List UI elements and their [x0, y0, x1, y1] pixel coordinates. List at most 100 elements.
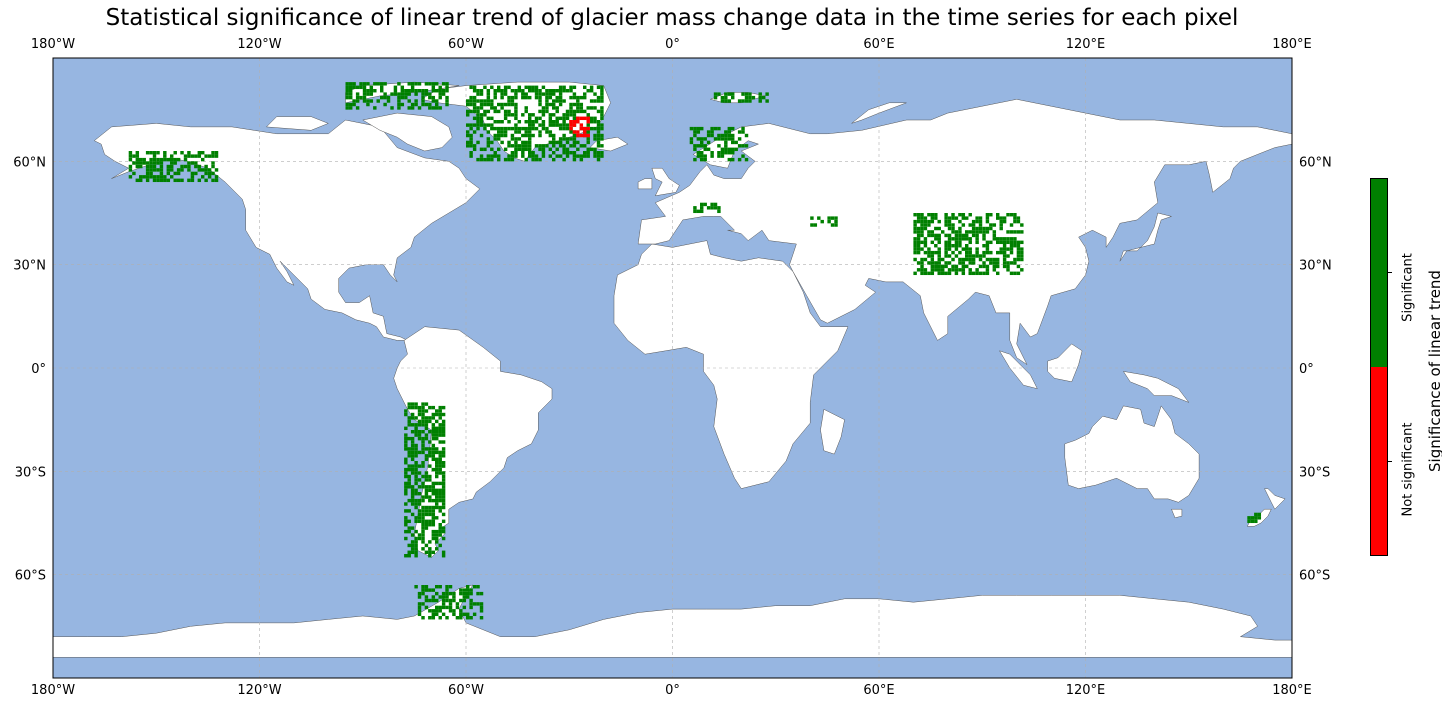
glacier-pixel	[579, 154, 584, 158]
glacier-pixel	[410, 498, 415, 503]
glacier-pixel	[479, 605, 484, 610]
glacier-pixel	[479, 157, 484, 162]
glacier-pixel	[583, 133, 587, 138]
glacier-pixel	[693, 126, 697, 131]
glacier-pixel	[758, 92, 762, 96]
glacier-pixel	[431, 433, 436, 437]
glacier-pixel	[596, 133, 601, 138]
glacier-pixel	[541, 120, 546, 124]
glacier-pixel	[424, 436, 429, 441]
glacier-pixel	[490, 106, 494, 110]
glacier-pixel	[562, 157, 566, 162]
glacier-pixel	[961, 268, 966, 272]
glacier-pixel	[600, 151, 604, 155]
glacier-pixel	[472, 144, 477, 148]
glacier-pixel	[507, 109, 511, 114]
glacier-pixel	[410, 447, 415, 451]
glacier-pixel	[404, 536, 408, 541]
glacier-pixel	[541, 113, 546, 117]
glacier-pixel	[435, 467, 439, 472]
glacier-pixel	[211, 151, 215, 155]
glacier-pixel	[139, 175, 143, 179]
glacier-pixel	[407, 529, 411, 534]
glacier-pixel	[514, 151, 518, 155]
glacier-pixel	[961, 247, 966, 251]
glacier-pixel	[744, 144, 749, 148]
glacier-pixel	[428, 495, 432, 499]
glacier-pixel	[176, 171, 181, 176]
glacier-pixel	[421, 89, 425, 93]
glacier-pixel	[441, 464, 446, 468]
glacier-pixel	[128, 168, 133, 172]
glacier-pixel	[441, 602, 446, 606]
lon-tick-label-top: 180°E	[1272, 37, 1312, 52]
glacier-pixel	[731, 133, 735, 138]
glacier-pixel	[1006, 261, 1010, 265]
glacier-pixel	[576, 130, 580, 134]
glacier-pixel	[410, 454, 415, 458]
glacier-pixel	[445, 82, 449, 86]
glacier-pixel	[569, 144, 573, 148]
glacier-pixel	[486, 102, 491, 107]
glacier-pixel	[497, 133, 501, 138]
glacier-pixel	[410, 543, 415, 548]
glacier-pixel	[469, 154, 473, 158]
glacier-pixel	[920, 226, 924, 231]
glacier-pixel	[724, 95, 728, 100]
glacier-pixel	[435, 505, 439, 510]
glacier-pixel	[503, 126, 508, 131]
glacier-pixel	[417, 419, 422, 424]
glacier-pixel	[703, 144, 707, 148]
glacier-pixel	[558, 116, 563, 121]
colorbar-significant-swatch	[1371, 179, 1387, 367]
glacier-pixel	[558, 99, 563, 103]
glacier-pixel	[593, 137, 597, 141]
glacier-pixel	[724, 130, 728, 134]
glacier-pixel	[407, 423, 411, 427]
glacier-pixel	[410, 502, 415, 506]
glacier-pixel	[414, 99, 418, 103]
glacier-pixel	[469, 123, 473, 127]
glacier-pixel	[214, 175, 219, 179]
glacier-pixel	[469, 126, 473, 131]
glacier-pixel	[472, 612, 477, 617]
glacier-pixel	[414, 461, 418, 465]
glacier-pixel	[417, 478, 422, 482]
glacier-pixel	[441, 461, 446, 465]
glacier-pixel	[431, 426, 436, 431]
glacier-pixel	[572, 123, 577, 127]
glacier-pixel	[345, 85, 349, 90]
glacier-pixel	[383, 102, 387, 107]
glacier-pixel	[410, 405, 415, 410]
glacier-pixel	[410, 485, 415, 489]
glacier-pixel	[920, 233, 924, 238]
glacier-pixel	[992, 264, 997, 269]
glacier-pixel	[565, 113, 570, 117]
glacier-pixel	[514, 89, 518, 93]
glacier-pixel	[410, 85, 415, 90]
glacier-pixel	[583, 126, 587, 131]
glacier-pixel	[452, 612, 456, 617]
glacier-pixel	[579, 109, 584, 114]
glacier-pixel	[414, 454, 418, 458]
glacier-pixel	[500, 126, 504, 131]
glacier-pixel	[435, 471, 439, 475]
glacier-pixel	[507, 126, 511, 131]
glacier-pixel	[462, 595, 467, 599]
glacier-pixel	[1257, 516, 1262, 520]
glacier-pixel	[345, 82, 349, 86]
glacier-pixel	[600, 154, 604, 158]
glacier-pixel	[410, 89, 415, 93]
glacier-pixel	[600, 85, 604, 90]
glacier-pixel	[934, 233, 938, 238]
glacier-pixel	[441, 505, 446, 510]
glacier-pixel	[404, 409, 408, 413]
glacier-pixel	[930, 250, 935, 255]
glacier-pixel	[572, 120, 577, 124]
glacier-pixel	[445, 585, 449, 589]
glacier-pixel	[586, 147, 590, 152]
glacier-pixel	[941, 230, 945, 234]
glacier-pixel	[589, 147, 594, 152]
glacier-pixel	[469, 602, 473, 606]
glacier-pixel	[562, 144, 566, 148]
